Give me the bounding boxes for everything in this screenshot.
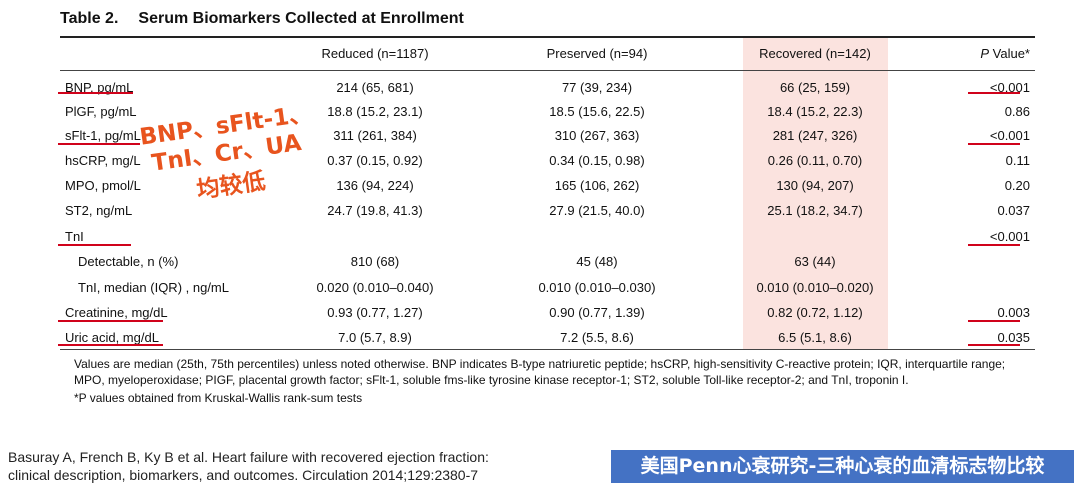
cell-preserved: 18.5 (15.6, 22.5) bbox=[549, 104, 645, 119]
cell-reduced: 810 (68) bbox=[350, 254, 400, 269]
table-label: Table 2. bbox=[60, 10, 119, 27]
underline-bnp bbox=[58, 92, 133, 94]
underline-uric-acid bbox=[58, 344, 163, 346]
cell-recovered: 0.82 (0.72, 1.12) bbox=[767, 305, 863, 320]
cell-preserved: 0.90 (0.77, 1.39) bbox=[549, 305, 645, 320]
underline-sflt1 bbox=[58, 143, 140, 145]
header-p-value: P Value* bbox=[980, 46, 1030, 61]
table-footnote: Values are median (25th, 75th percentile… bbox=[60, 356, 1032, 406]
cell-name: Detectable, n (%) bbox=[78, 254, 179, 269]
cell-name: PlGF, pg/mL bbox=[65, 104, 137, 119]
table-title: Table 2. Serum Biomarkers Collected at En… bbox=[60, 10, 464, 28]
cell-preserved: 310 (267, 363) bbox=[554, 128, 640, 143]
citation: Basuray A, French B, Ky B et al. Heart f… bbox=[8, 448, 489, 484]
header-recovered: Recovered (n=142) bbox=[759, 46, 871, 61]
cell-name: Creatinine, mg/dL bbox=[65, 305, 168, 320]
cell-recovered: 18.4 (15.2, 22.3) bbox=[767, 104, 863, 119]
cell-p: 0.86 bbox=[1004, 104, 1030, 119]
cell-name: ST2, ng/mL bbox=[65, 203, 133, 218]
table-title-text: Serum Biomarkers Collected at Enrollment bbox=[138, 10, 464, 27]
cell-reduced: 24.7 (19.8, 41.3) bbox=[327, 203, 423, 218]
cell-reduced: 0.93 (0.77, 1.27) bbox=[327, 305, 423, 320]
underline-p-bnp bbox=[968, 92, 1020, 94]
cell-p: 0.037 bbox=[997, 203, 1030, 218]
recovered-column-highlight bbox=[743, 38, 888, 350]
table-top-rule bbox=[60, 36, 1035, 38]
header-preserved: Preserved (n=94) bbox=[546, 46, 648, 61]
cell-reduced: 214 (65, 681) bbox=[336, 80, 414, 95]
underline-p-uric-acid bbox=[968, 344, 1020, 346]
cell-preserved: 0.34 (0.15, 0.98) bbox=[549, 153, 645, 168]
cell-name: BNP, pg/mL bbox=[65, 80, 134, 95]
cell-preserved: 45 (48) bbox=[576, 254, 618, 269]
citation-line-2: clinical description, biomarkers, and ou… bbox=[8, 467, 479, 483]
slide-banner: 美国Penn心衰研究-三种心衰的血清标志物比较 bbox=[611, 450, 1074, 483]
header-reduced: Reduced (n=1187) bbox=[321, 46, 429, 61]
cell-reduced: 0.020 (0.010–0.040) bbox=[316, 280, 434, 295]
footnote-abbreviations: Values are median (25th, 75th percentile… bbox=[74, 357, 1006, 387]
underline-p-creatinine bbox=[968, 320, 1020, 322]
cell-name: TnI, median (IQR) , ng/mL bbox=[78, 280, 229, 295]
header-rule bbox=[60, 70, 1035, 71]
cell-recovered: 25.1 (18.2, 34.7) bbox=[767, 203, 863, 218]
cell-name: hsCRP, mg/L bbox=[65, 153, 141, 168]
cell-p: 0.003 bbox=[997, 305, 1030, 320]
cell-reduced: 136 (94, 224) bbox=[336, 178, 414, 193]
annotation-line-3: 均较低 bbox=[195, 168, 268, 204]
cell-name: MPO, pmol/L bbox=[65, 178, 141, 193]
cell-preserved: 27.9 (21.5, 40.0) bbox=[549, 203, 645, 218]
cell-name: sFlt-1, pg/mL bbox=[65, 128, 141, 143]
cell-recovered: 0.010 (0.010–0.020) bbox=[756, 280, 874, 295]
cell-name: Uric acid, mg/dL bbox=[65, 330, 159, 345]
footnote-p-values: *P values obtained from Kruskal-Wallis r… bbox=[74, 391, 363, 405]
cell-preserved: 7.2 (5.5, 8.6) bbox=[560, 330, 634, 345]
cell-preserved: 165 (106, 262) bbox=[554, 178, 640, 193]
cell-preserved: 0.010 (0.010–0.030) bbox=[538, 280, 656, 295]
underline-p-tni bbox=[968, 244, 1020, 246]
cell-recovered: 0.26 (0.11, 0.70) bbox=[767, 153, 863, 168]
cell-reduced: 18.8 (15.2, 23.1) bbox=[327, 104, 423, 119]
underline-p-sflt1 bbox=[968, 143, 1020, 145]
cell-p: <0.001 bbox=[989, 229, 1030, 244]
underline-creatinine bbox=[58, 320, 163, 322]
cell-recovered: 6.5 (5.1, 8.6) bbox=[778, 330, 852, 345]
cell-reduced: 0.37 (0.15, 0.92) bbox=[327, 153, 423, 168]
cell-recovered: 66 (25, 159) bbox=[779, 80, 851, 95]
cell-preserved: 77 (39, 234) bbox=[561, 80, 633, 95]
cell-p: 0.035 bbox=[997, 330, 1030, 345]
cell-recovered: 281 (247, 326) bbox=[772, 128, 858, 143]
table-bottom-rule bbox=[60, 349, 1035, 350]
cell-name: TnI bbox=[65, 229, 84, 244]
cell-recovered: 130 (94, 207) bbox=[776, 178, 854, 193]
cell-reduced: 7.0 (5.7, 8.9) bbox=[338, 330, 412, 345]
cell-p: <0.001 bbox=[989, 128, 1030, 143]
cell-p: <0.001 bbox=[989, 80, 1030, 95]
underline-tni bbox=[58, 244, 131, 246]
cell-p: 0.11 bbox=[1005, 153, 1030, 168]
cell-recovered: 63 (44) bbox=[794, 254, 836, 269]
cell-reduced: 311 (261, 384) bbox=[333, 128, 417, 143]
citation-line-1: Basuray A, French B, Ky B et al. Heart f… bbox=[8, 449, 489, 465]
cell-p: 0.20 bbox=[1004, 178, 1030, 193]
